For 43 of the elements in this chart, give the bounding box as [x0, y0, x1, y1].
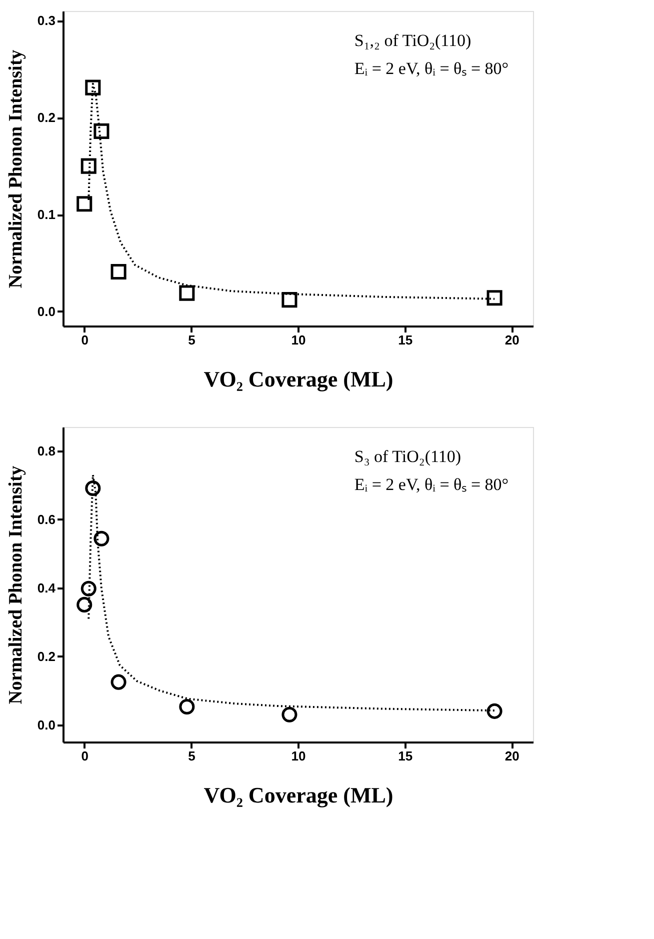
- x-tick-label: 5: [188, 332, 196, 348]
- point: [80, 158, 96, 174]
- y-tick-label: 0.4: [37, 580, 56, 596]
- point: [282, 706, 298, 722]
- x-axis-title: VO₂ Coverage (ML): [204, 782, 394, 808]
- y-tick-label: 0.8: [37, 443, 56, 458]
- y-tick-label: 0.2: [37, 110, 56, 126]
- x-tick-label: 20: [504, 748, 520, 764]
- point: [179, 698, 195, 714]
- point: [110, 264, 126, 280]
- annotation: S₁,₂ of TiO₂(110): [354, 31, 472, 50]
- x-tick-label: 10: [291, 748, 306, 764]
- point: [282, 292, 298, 308]
- point: [80, 580, 96, 596]
- y-axis-title: Normalized Phonon Intensity: [5, 49, 26, 288]
- point: [486, 290, 502, 306]
- point: [76, 596, 92, 612]
- point: [486, 703, 502, 719]
- x-tick-label: 15: [398, 332, 413, 348]
- x-tick-label: 10: [291, 332, 306, 348]
- point: [110, 674, 126, 690]
- x-tick-label: 20: [504, 332, 520, 348]
- x-axis-title: VO₂ Coverage (ML): [204, 366, 394, 392]
- y-tick-label: 0.0: [37, 304, 56, 319]
- point: [94, 530, 110, 546]
- y-tick-label: 0.3: [37, 13, 56, 28]
- x-tick-label: 15: [398, 748, 413, 764]
- point: [179, 285, 195, 301]
- x-tick-label: 5: [188, 748, 196, 764]
- point: [85, 80, 101, 96]
- y-tick-label: 0.1: [37, 207, 56, 222]
- point: [94, 123, 110, 139]
- y-tick-label: 0.6: [37, 512, 56, 527]
- x-tick-label: 0: [81, 748, 88, 764]
- annotation: Eᵢ = 2 eV, θᵢ = θₛ = 80°: [354, 59, 509, 78]
- y-tick-label: 0.2: [37, 648, 56, 664]
- annotation: Eᵢ = 2 eV, θᵢ = θₛ = 80°: [354, 475, 509, 494]
- point: [76, 196, 92, 212]
- point: [85, 480, 101, 496]
- annotation: S₃ of TiO₂(110): [354, 447, 462, 466]
- y-tick-label: 0.0: [37, 717, 56, 732]
- x-tick-label: 0: [81, 332, 88, 348]
- y-axis-title: Normalized Phonon Intensity: [5, 465, 26, 704]
